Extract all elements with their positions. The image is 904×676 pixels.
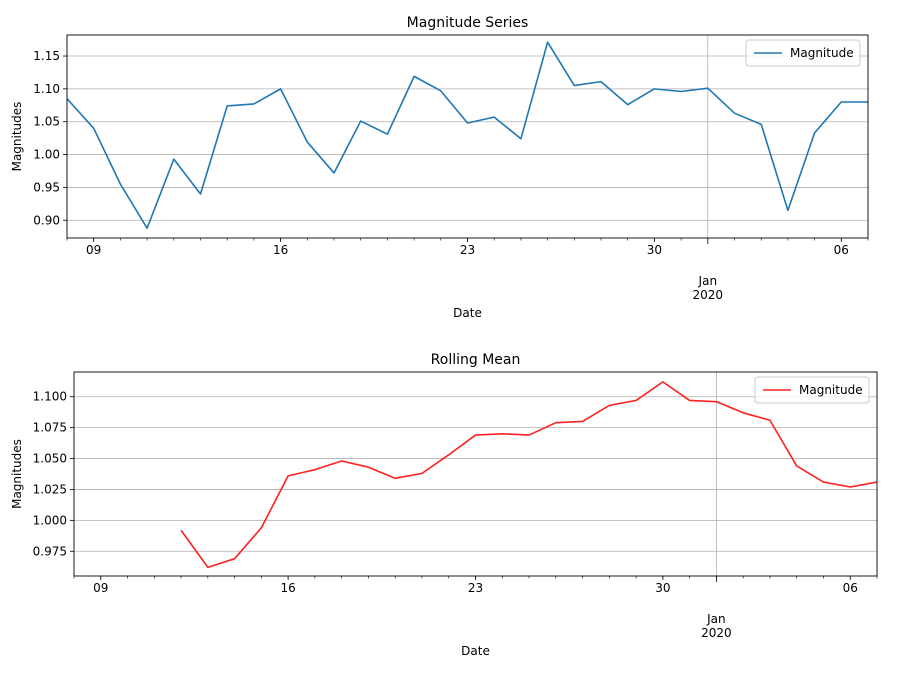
series-line-1 (66, 41, 868, 229)
chart-title: Magnitude Series (407, 15, 529, 31)
legend-label: Magnitude (790, 46, 854, 60)
y-tick-label: 1.025 (33, 482, 67, 496)
legend-box (745, 39, 861, 67)
chart-panel-1: Magnitude Series 0.90 0.95 1.00 1.05 1.10 1.15… (10, 15, 869, 320)
x-tick-label: 23 (468, 581, 483, 595)
y-tick-label: 1.10 (33, 82, 60, 96)
y-tick-label: 0.975 (33, 544, 67, 558)
x-tick-label: 30 (647, 243, 662, 257)
x-month-label: Jan (706, 612, 726, 626)
plot-frame (73, 371, 878, 577)
x-year-label: 2020 (693, 288, 724, 302)
x-tick-label: 09 (86, 243, 101, 257)
y-axis-label: Magnitudes (10, 102, 24, 172)
y-tick-label: 1.100 (33, 390, 67, 404)
y-tick-label: 0.95 (33, 180, 60, 194)
series-line-1 (180, 381, 878, 569)
legend: Magnitude (745, 39, 861, 67)
x-tick-label: 16 (273, 243, 288, 257)
x-tick-label: 30 (655, 581, 670, 595)
x-year-label: 2020 (701, 626, 732, 640)
y-tick-label: 1.05 (33, 115, 60, 129)
x-axis-label: Date (461, 644, 490, 658)
plot-frame (66, 34, 869, 239)
legend-label: Magnitude (799, 383, 863, 397)
x-tick-label: 16 (280, 581, 295, 595)
x-axis-label: Date (453, 306, 482, 320)
y-tick-label: 1.075 (33, 421, 67, 435)
y-tick-label: 1.000 (33, 513, 67, 527)
y-tick-label: 1.00 (33, 148, 60, 162)
x-tick-label: 06 (843, 581, 858, 595)
y-tick-label: 0.90 (33, 213, 60, 227)
legend: Magnitude (754, 376, 870, 404)
x-month-label: Jan (698, 274, 718, 288)
legend-box (754, 376, 870, 404)
y-tick-label: 1.15 (33, 49, 60, 63)
y-axis-label: Magnitudes (10, 439, 24, 509)
y-tick-label: 1.050 (33, 452, 67, 466)
x-tick-label: 06 (834, 243, 849, 257)
x-tick-label: 23 (460, 243, 475, 257)
chart-title: Rolling Mean (431, 352, 521, 368)
chart-panel-2: Rolling Mean 0.975 1.000 1.025 1.050 1.075 1.1… (10, 352, 878, 658)
x-tick-label: 09 (93, 581, 108, 595)
